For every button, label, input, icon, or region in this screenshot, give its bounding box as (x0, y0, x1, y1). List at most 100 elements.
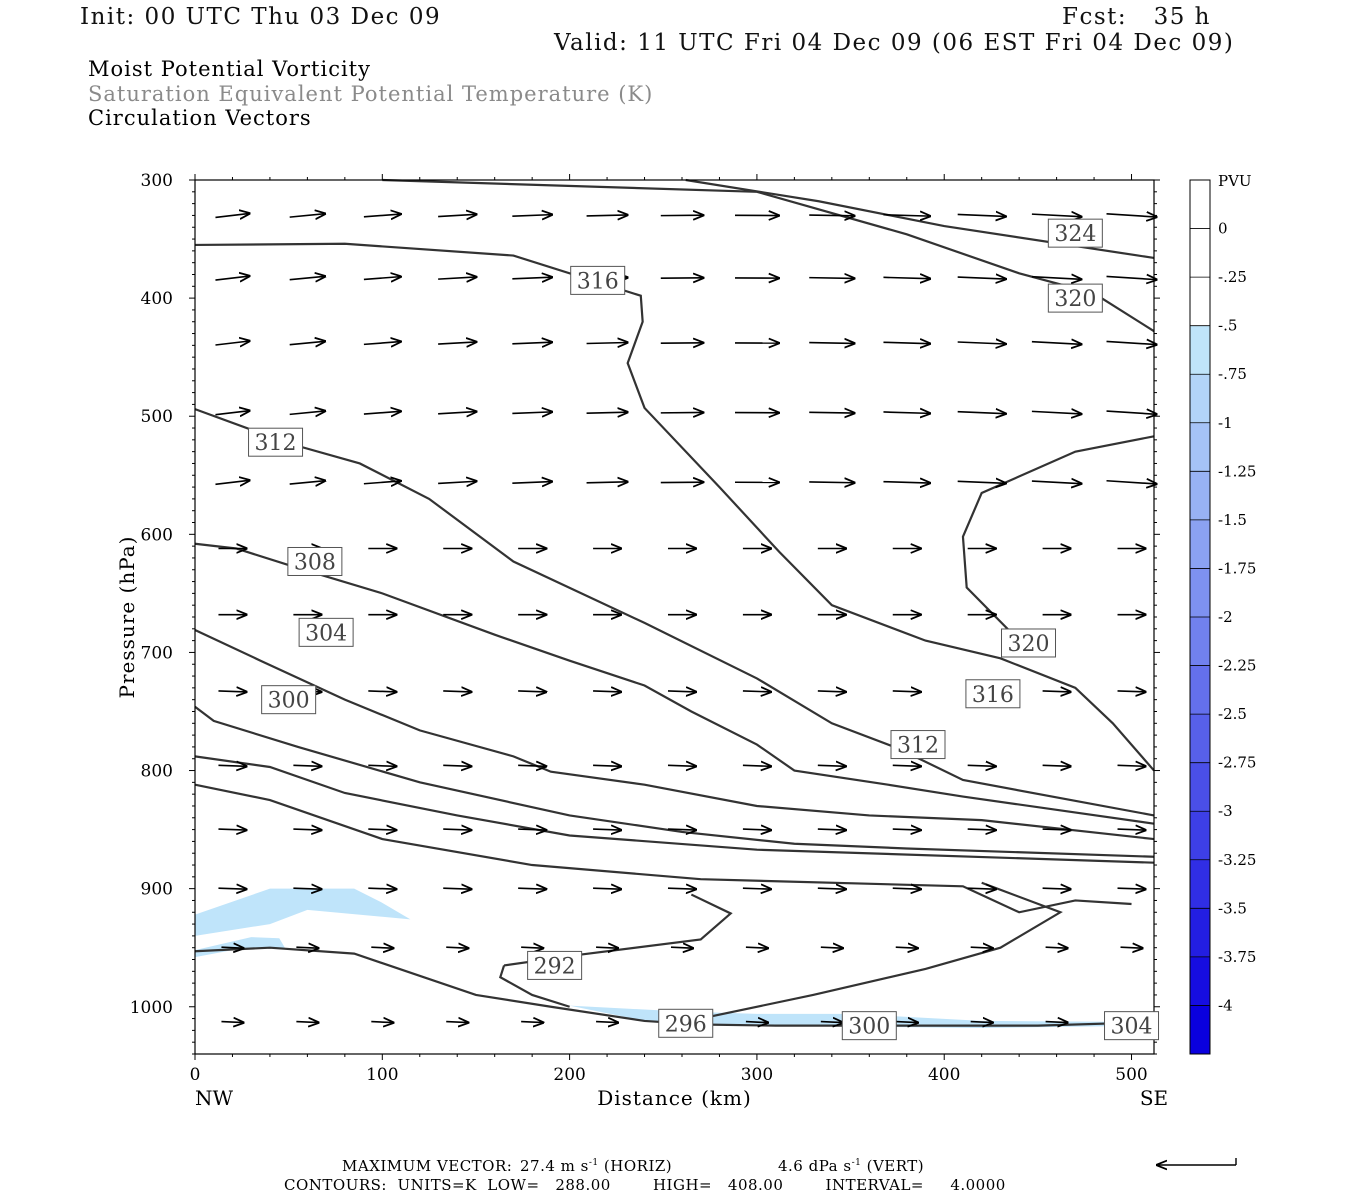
circulation-vector (957, 412, 1006, 414)
circulation-vector (970, 947, 993, 948)
circulation-vector (293, 829, 321, 830)
circulation-vector (970, 1022, 993, 1023)
colorbar-tick-label: -3.5 (1218, 899, 1247, 917)
colorbar-segment (1190, 617, 1210, 666)
forecast-hour: Fcst: 35 h (1062, 4, 1211, 30)
theta-es-contour (194, 705, 1155, 858)
colorbar-segment (1190, 908, 1210, 957)
contour-label-text: 312 (255, 431, 297, 456)
circulation-vector (368, 765, 396, 766)
circulation-vector (443, 765, 471, 766)
circulation-vector (363, 411, 401, 414)
contour-label-box (890, 730, 946, 760)
circulation-vector (586, 412, 628, 413)
circulation-vector (667, 765, 696, 766)
circulation-vector (371, 947, 393, 948)
max-vector-horiz: 27.4 m s-1 (HORIZ) (520, 1157, 673, 1175)
circulation-vector (518, 691, 546, 692)
contour-label: 316 (570, 265, 626, 295)
contour-label: 304 (1104, 1011, 1160, 1041)
contour-label-text: 308 (294, 550, 336, 575)
contour-label-box (248, 427, 304, 457)
colorbar-tick-label: -2 (1218, 608, 1233, 626)
x-tick-label: 200 (553, 1065, 585, 1085)
contour-label: 312 (890, 730, 946, 760)
y-tick-label: 700 (141, 643, 173, 663)
circulation-vector (957, 214, 1006, 216)
circulation-vector (512, 215, 552, 217)
circulation-vector (596, 1022, 618, 1023)
x-tick-label: 100 (366, 1065, 398, 1085)
circulation-vector (809, 278, 854, 279)
circulation-vector (363, 214, 401, 217)
x-axis-label: Distance (km) (597, 1086, 752, 1110)
circulation-vector (368, 888, 396, 889)
circulation-vector (809, 482, 854, 483)
colorbar-tick-label: -2.75 (1218, 754, 1256, 772)
colorbar-tick-label: -.75 (1218, 365, 1247, 383)
colorbar-segment (1190, 519, 1210, 569)
x-tick-label: 500 (1115, 1065, 1147, 1085)
contour-label: 292 (527, 950, 583, 980)
y-tick-label: 1000 (130, 998, 173, 1018)
circulation-vector (518, 829, 546, 830)
colorbar-tick-label: -3.25 (1218, 851, 1256, 869)
circulation-vector (1045, 947, 1068, 948)
circulation-vector (443, 888, 471, 889)
circulation-vector (512, 277, 552, 279)
circulation-vector (512, 342, 552, 344)
theta-es-contour (700, 881, 1063, 1020)
circulation-vector (809, 215, 854, 216)
circulation-vector (1042, 765, 1071, 766)
circulation-vector (809, 343, 854, 344)
circulation-vector (363, 342, 401, 345)
colorbar-segment (1190, 1005, 1210, 1054)
circulation-vector (742, 765, 771, 766)
contour-label-text: 296 (665, 1012, 707, 1037)
colorbar-tick-label: -1.5 (1218, 511, 1247, 529)
max-vector-label: MAXIMUM VECTOR: (342, 1157, 513, 1175)
field-title-mpv: Moist Potential Vorticity (88, 57, 371, 81)
circulation-vector (368, 829, 396, 830)
circulation-vector (967, 888, 996, 889)
circulation-vector (892, 829, 921, 830)
contour-label-box (298, 617, 354, 647)
circulation-vector (883, 482, 930, 483)
colorbar-segment (1190, 422, 1210, 472)
circulation-vector (586, 342, 628, 343)
negative-mpv-region (195, 888, 411, 936)
circulation-vector (221, 1022, 243, 1023)
circulation-vector (593, 888, 621, 889)
circulation-vector (667, 829, 696, 830)
circulation-vector (1117, 888, 1146, 889)
circulation-vector (438, 481, 476, 483)
contour-label-text: 292 (534, 954, 576, 979)
theta-es-contour (498, 965, 570, 1008)
circulation-vector (289, 276, 325, 279)
plot-frame (194, 179, 1155, 1055)
circulation-vector (221, 947, 243, 948)
contour-label-box (527, 950, 583, 980)
contour-label-text: 316 (972, 683, 1014, 708)
circulation-vector (883, 342, 930, 343)
circulation-vector (742, 888, 771, 889)
circulation-vector (512, 412, 552, 414)
contour-label-text: 320 (1054, 287, 1096, 312)
max-vector-vert: 4.6 dPa s-1 (VERT) (778, 1157, 925, 1175)
y-tick-label: 800 (141, 762, 173, 782)
circulation-vector (1031, 411, 1081, 414)
circulation-vector (521, 1022, 543, 1023)
circulation-vector (218, 691, 246, 692)
circulation-vector (667, 888, 696, 889)
contour-label-text: 300 (848, 1015, 890, 1040)
colorbar-segment (1190, 277, 1210, 326)
theta-es-contour (194, 408, 1155, 817)
circulation-vector (215, 276, 249, 280)
circulation-vector (745, 947, 768, 948)
circulation-vector (518, 765, 546, 766)
theta-es-contour (194, 783, 1132, 914)
contour-label-box (1001, 628, 1057, 658)
circulation-vector (817, 829, 846, 830)
contour-label-text: 300 (268, 689, 310, 714)
circulation-vector (371, 1022, 393, 1023)
